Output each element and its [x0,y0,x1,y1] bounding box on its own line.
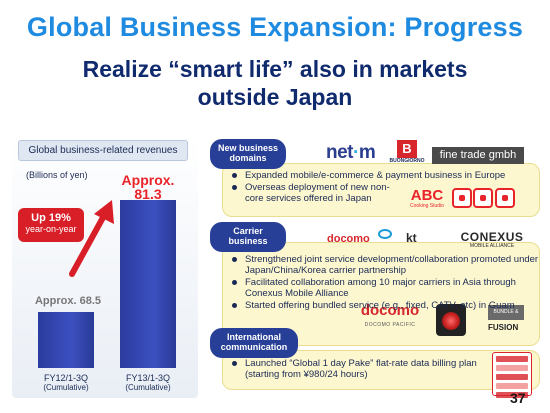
subtitle-line-2: outside Japan [197,84,353,110]
list-item: Started offering bundled service (e.g., … [228,300,540,311]
category-fy13-sub: (Cumulative) [125,383,171,392]
category-fy13-name: FY13/1-3Q [125,373,171,383]
conexus-logo-text: CONEXUS [460,230,524,244]
app-icon-3 [495,188,515,208]
value-prefix-fy13: Approx. [121,172,175,188]
app-icon-2 [473,188,493,208]
category-fy12-name: FY12/1-3Q [43,373,89,383]
net-m-logo-end: m [358,142,376,163]
revenue-header: Global business-related revenues [18,140,188,161]
list-item: Facilitated collaboration among 10 major… [228,277,540,299]
data-plan-ad-image [492,352,532,398]
value-label-fy12: Approx. 68.5 [34,295,102,307]
docomo-pacific-logo-sub: DOCOMO PACIFIC [364,322,416,328]
revenue-unit: (Billions of yen) [26,170,88,180]
label-new-business-domains: New business domains [210,139,286,169]
bullet-dot-icon [232,185,237,190]
fusion-logo: FUSION [488,323,519,332]
net-m-logo: net·m [326,142,376,164]
category-fy12-sub: (Cumulative) [43,383,89,392]
subtitle-line-1: Realize “smart life” also in markets [82,56,468,82]
docomo-pacific-logo-text: docomo [360,302,420,319]
buongiorno-logo: B BUONGIORNO [387,140,427,168]
china-mobile-globe-icon [378,229,392,239]
bar-fy13 [120,200,176,368]
growth-arrow-icon [69,200,114,277]
app-icon-1 [452,188,472,208]
docomo-pacific-logo: docomo DOCOMO PACIFIC [355,303,425,328]
growth-sub-label: year-on-year [25,224,77,234]
list-item: Launched “Global 1 day Pake” flat-rate d… [228,358,488,380]
bullet-dot-icon [232,280,237,285]
conexus-logo: CONEXUS MOBILE ALLIANCE [456,231,528,249]
carrier-business-bullets: Strengthened joint service development/c… [228,254,540,312]
page-subtitle: Realize “smart life” also in markets out… [0,55,550,111]
label-international-communication: International communication [210,328,298,358]
pill-3-line-2: communication [220,342,288,352]
docomo-logo: docomo [327,233,370,245]
buongiorno-logo-text: BUONGIORNO [389,158,425,164]
category-label-fy12: FY12/1-3Q (Cumulative) [20,373,112,393]
bullet-dot-icon [232,361,237,366]
conexus-logo-sub: MOBILE ALLIANCE [469,243,515,249]
list-item: Overseas deployment of new non-core serv… [228,182,408,204]
bar-fy12 [38,312,94,368]
growth-label: Up 19% [31,212,71,224]
page-number: 37 [510,390,526,406]
value-label-fy13: 81.3 [134,186,162,202]
pill-2-line-1: Carrier [233,226,263,236]
page-title: Global Business Expansion: Progress [26,12,524,42]
label-carrier-business: Carrier business [210,222,286,252]
category-label-fy13: FY13/1-3Q (Cumulative) [102,373,194,393]
buongiorno-logo-letter: B [397,140,417,158]
international-bullets: Launched “Global 1 day Pake” flat-rate d… [228,358,488,381]
abc-logo-sub: Cooking Studio [410,203,444,209]
bullet-dot-icon [232,173,237,178]
bullet-dot-icon [232,257,237,262]
pill-2-line-2: business [228,236,268,246]
new-business-bullets: Expanded mobile/e-commerce & payment bus… [228,170,548,205]
growth-badge: Up 19% year-on-year [18,208,84,242]
kt-logo: kt [406,231,417,245]
list-item: Expanded mobile/e-commerce & payment bus… [228,170,548,181]
abc-logo-text: ABC [410,187,444,204]
china-mobile-logo [370,229,400,247]
net-m-logo-dot: · [353,142,359,163]
bundle-boost-logo: BUNDLE & BOOST [488,305,524,330]
net-m-logo-text: net [326,142,354,163]
list-item: Strengthened joint service development/c… [228,254,540,276]
pill-1-line-2: domains [229,153,267,163]
camera-icon [436,304,466,336]
fine-trade-logo: fine trade gmbh [432,147,524,164]
bullet-dot-icon [232,303,237,308]
pill-3-line-1: International [226,332,281,342]
pill-1-line-1: New business [217,143,279,153]
abc-cooking-logo: ABC Cooking Studio [407,188,447,210]
